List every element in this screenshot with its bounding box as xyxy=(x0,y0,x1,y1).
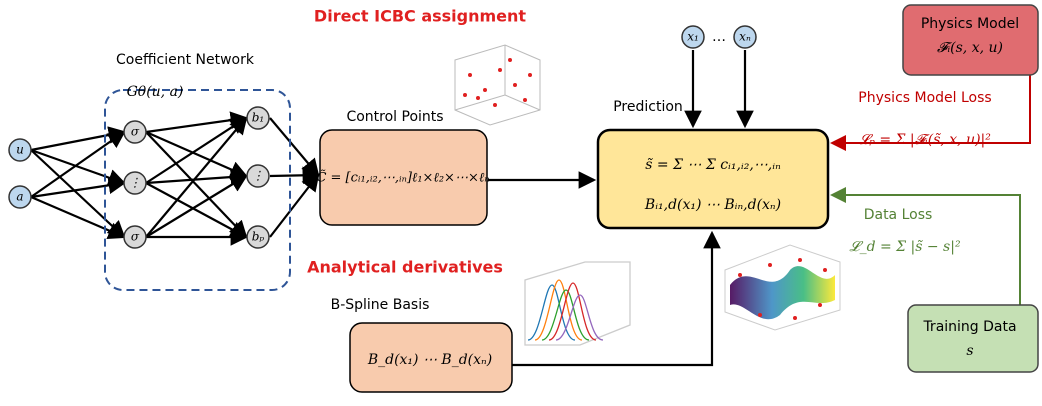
hidden-node xyxy=(123,120,147,144)
bspline-label: B-Spline Basis xyxy=(331,297,430,313)
arrow xyxy=(145,131,248,239)
connections xyxy=(30,50,1031,367)
output-node-label: ⋮ xyxy=(252,169,264,183)
arrow xyxy=(145,182,248,239)
arrow xyxy=(30,148,127,187)
hidden-node-label: σ xyxy=(131,125,140,139)
arrow xyxy=(145,174,248,238)
prediction-box xyxy=(596,128,830,230)
arrow xyxy=(269,166,321,185)
arrow xyxy=(145,111,249,134)
output-node-label: b₁ xyxy=(252,111,265,125)
hidden-node-label: ⋮ xyxy=(129,176,141,190)
arrow xyxy=(145,116,248,184)
arrow xyxy=(30,149,126,239)
output-node-label: bₚ xyxy=(252,230,265,244)
bspline-formula: B_d(x₁) ⋯ B_d(xₙ) xyxy=(367,352,492,368)
physics-model-box xyxy=(902,4,1039,76)
coordinate-node xyxy=(733,25,757,49)
bspline-plot-icon xyxy=(524,261,631,346)
arrow xyxy=(30,130,126,198)
training-data-symbol: s xyxy=(966,343,973,359)
arrow xyxy=(269,173,320,238)
arrow xyxy=(269,117,320,177)
output-node xyxy=(246,106,270,130)
surface-plot-icon xyxy=(724,244,841,331)
prediction-label: Prediction xyxy=(613,99,683,115)
data-loss-line xyxy=(830,187,1021,305)
network-box xyxy=(104,89,291,291)
physics-model-formula: 𝓕ᵢ(s, x, u) xyxy=(937,40,1003,56)
hidden-node xyxy=(123,225,147,249)
coordinate-dots: … xyxy=(712,29,726,45)
arrow xyxy=(145,130,249,178)
network-title: Coefficient Network xyxy=(116,52,255,68)
hidden-node xyxy=(123,171,147,195)
output-node xyxy=(246,225,270,249)
data-loss-formula: 𝓛_d = Σ |s̃ − s|² xyxy=(849,239,961,255)
training-data-box xyxy=(907,304,1039,373)
coordinate-node xyxy=(681,25,705,49)
arrow xyxy=(30,176,127,199)
coordinate-node-label: xₙ xyxy=(739,30,751,44)
data-loss-label: Data Loss xyxy=(864,207,933,223)
physics-loss-line xyxy=(830,75,1031,151)
physics-loss-formula: 𝓛ₚ = Σ |𝓕ᵢ(s̃, x, u)|² xyxy=(859,132,991,148)
arrow xyxy=(512,230,721,367)
input-node xyxy=(8,138,32,162)
input-node-label: u xyxy=(16,143,24,157)
physics-model-title: Physics Model xyxy=(921,16,1019,32)
control-points-box xyxy=(319,129,488,226)
prediction-formula-1: s̃ = Σ ⋯ Σ cᵢ₁,ᵢ₂,⋯,ᵢₙ xyxy=(645,157,781,173)
input-node xyxy=(8,185,32,209)
control-points-label: Control Points xyxy=(346,109,443,125)
prediction-formula-2: Bᵢ₁,d(x₁) ⋯ Bᵢₙ,d(xₙ) xyxy=(644,197,781,213)
coordinate-node-label: x₁ xyxy=(687,30,699,44)
nodes: u a σ ⋮ σ b₁ ⋮ bₚ x₁ xₙ … xyxy=(8,25,757,249)
output-node xyxy=(246,164,270,188)
input-node-label: a xyxy=(16,190,23,204)
arrow xyxy=(145,116,248,238)
control-points-formula: C̃ = [cᵢ₁,ᵢ₂,⋯,ᵢₙ]ℓ₁×ℓ₂×⋯×ℓₙ xyxy=(316,169,489,185)
network-function: Gθ(u, a) xyxy=(127,84,184,100)
icbc-label: Direct ICBC assignment xyxy=(314,7,527,26)
arrow xyxy=(30,195,127,239)
training-data-title: Training Data xyxy=(922,319,1016,335)
hidden-node-label: σ xyxy=(131,230,140,244)
bspline-box xyxy=(349,322,513,393)
physics-loss-label: Physics Model Loss xyxy=(858,90,991,106)
scatter-plot-icon xyxy=(454,44,541,126)
derivatives-label: Analytical derivatives xyxy=(307,258,503,277)
